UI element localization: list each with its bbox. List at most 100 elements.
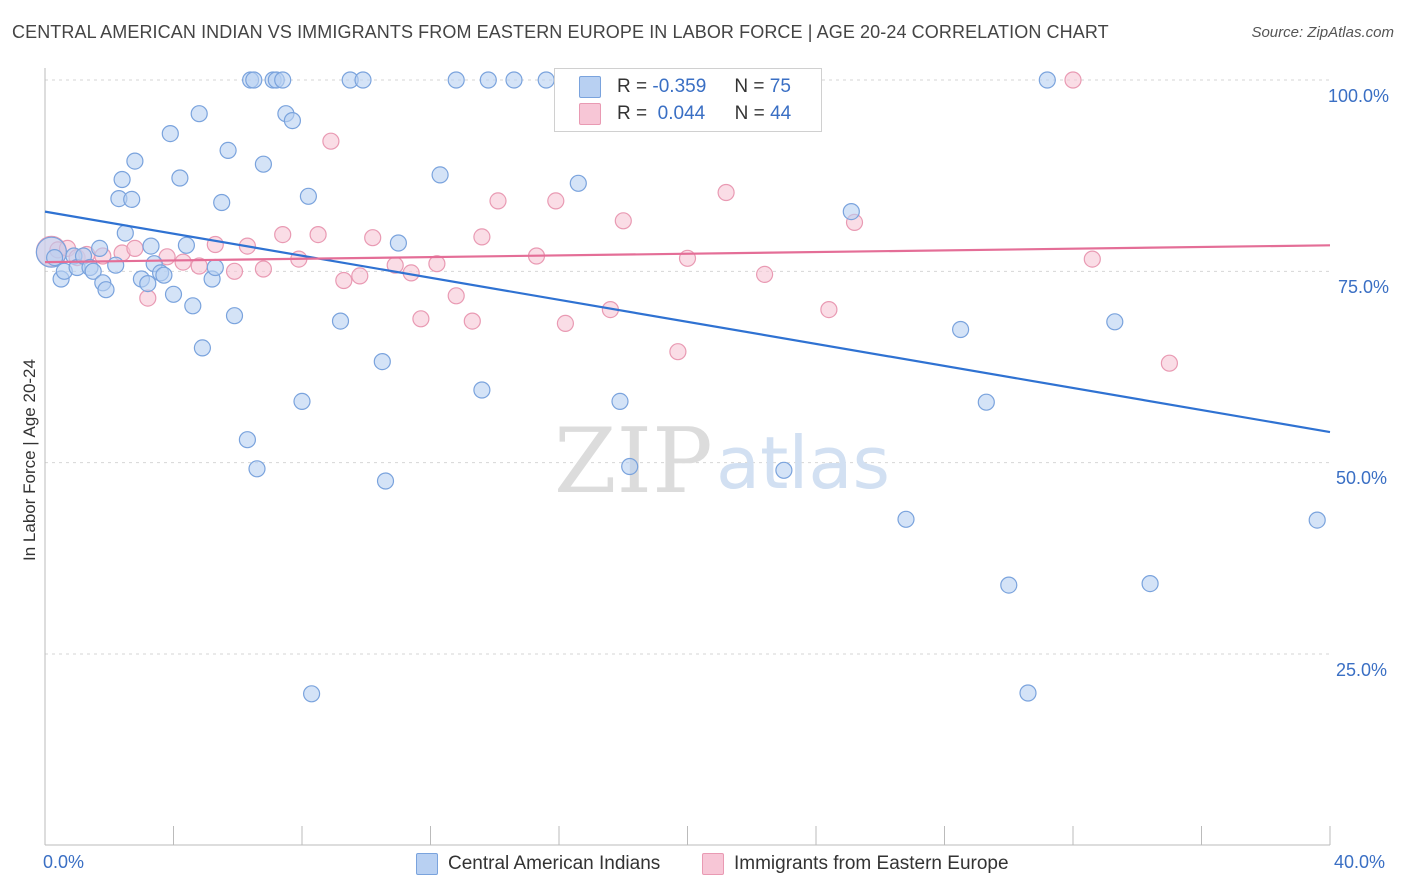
blue-point [611,392,629,410]
blue-point [977,393,995,411]
blue-point [177,236,195,254]
blue-point [505,71,523,89]
bottom-legend-item-pink: Immigrants from Eastern Europe [702,852,1009,876]
blue-point [248,460,266,478]
blue-point [90,239,109,257]
legend-n-value-pink: 44 [770,103,792,124]
blue-point [537,71,555,89]
blue-point [254,155,272,173]
legend-n-value-blue: 75 [769,76,791,97]
legend-row-pink: R = 0.044 N = 44 [579,102,792,126]
pink-point [274,226,292,244]
pink-point [254,260,272,278]
blue-point [193,339,211,357]
blue-point [473,381,491,399]
blue-point [389,234,407,252]
pink-point [1083,250,1101,268]
pink-point [489,192,507,210]
correlation-legend: R = -0.359 N = 75 R = 0.044 N = 44 [554,68,822,132]
blue-point [97,281,115,299]
pink-point [364,229,382,247]
blue-point [164,285,183,303]
blue-point [219,141,237,159]
pink-point [463,312,481,330]
series-central-american-indians [35,71,1326,703]
bottom-legend-swatch-pink [702,853,724,875]
pink-point [174,253,192,271]
blue-point [213,193,231,212]
pink-point [1160,354,1179,372]
pink-point [412,310,430,328]
watermark-atlas: atlas [716,421,890,505]
blue-point [842,203,860,221]
blue-point [139,275,157,293]
blue-point [621,457,639,476]
legend-r-value-blue: -0.359 [652,76,707,97]
blue-point [107,256,125,274]
blue-point [897,510,915,528]
legend-row-blue: R = -0.359 N = 75 [579,75,791,99]
blue-point [303,685,321,703]
legend-n-label: N = [734,103,765,124]
blue-point [184,297,202,315]
pink-point [126,239,144,257]
trend-lines [44,210,1331,434]
blue-point [1141,574,1159,593]
pink-point [139,289,157,307]
blue-point [293,392,311,410]
blue-point [1000,576,1018,594]
blue-point [1038,71,1056,89]
blue-point [569,174,587,192]
blue-point [1019,684,1037,702]
bottom-legend-label-blue: Central American Indians [448,853,661,874]
y-tick-label-50: 50.0% [1336,468,1388,488]
blue-point [274,71,292,89]
pink-point [547,192,565,210]
bottom-legend-label-pink: Immigrants from Eastern Europe [734,853,1009,874]
x-tick-label-min: 0.0% [43,852,85,872]
blue-point [113,170,131,189]
pink-point [717,183,735,202]
blue-point [238,431,256,449]
blue-point [225,307,244,325]
y-tick-label-100: 100.0% [1328,86,1390,106]
blue-point [447,71,465,89]
legend-swatch-pink [579,103,601,125]
pink-point [309,226,327,244]
x-tick-label-max: 40.0% [1334,852,1386,872]
pink-point [351,267,369,285]
pink-point [428,255,446,273]
legend-r-value-pink: 0.044 [657,103,706,124]
blue-point [190,105,208,123]
trend-line-central-american-indians [44,210,1331,434]
blue-point [775,461,793,479]
pink-point [755,265,774,283]
blue-point [299,187,317,205]
y-tick-label-75: 75.0% [1338,277,1390,297]
blue-point [373,353,391,371]
trend-line-immigrants-eastern-europe [44,244,1331,264]
blue-point [1106,313,1124,331]
pink-point [335,271,353,290]
source-credit: Source: ZipAtlas.com [1251,24,1394,41]
blue-point [951,320,970,339]
pink-point [225,262,244,280]
blue-point [245,71,263,89]
pink-point [322,132,340,150]
blue-point [123,190,141,208]
pink-point [669,343,687,361]
pink-point [473,228,491,246]
blue-point [142,237,160,255]
bottom-legend-swatch-blue [416,853,438,875]
blue-point [1308,511,1326,529]
pink-point [447,287,465,305]
legend-n-label: N = [734,76,765,97]
blue-point [431,166,449,184]
blue-point [84,262,102,280]
blue-point [331,312,350,330]
blue-point [171,169,189,187]
blue-point [283,111,301,130]
blue-point [155,266,173,284]
legend-r-label: R = [617,76,648,97]
